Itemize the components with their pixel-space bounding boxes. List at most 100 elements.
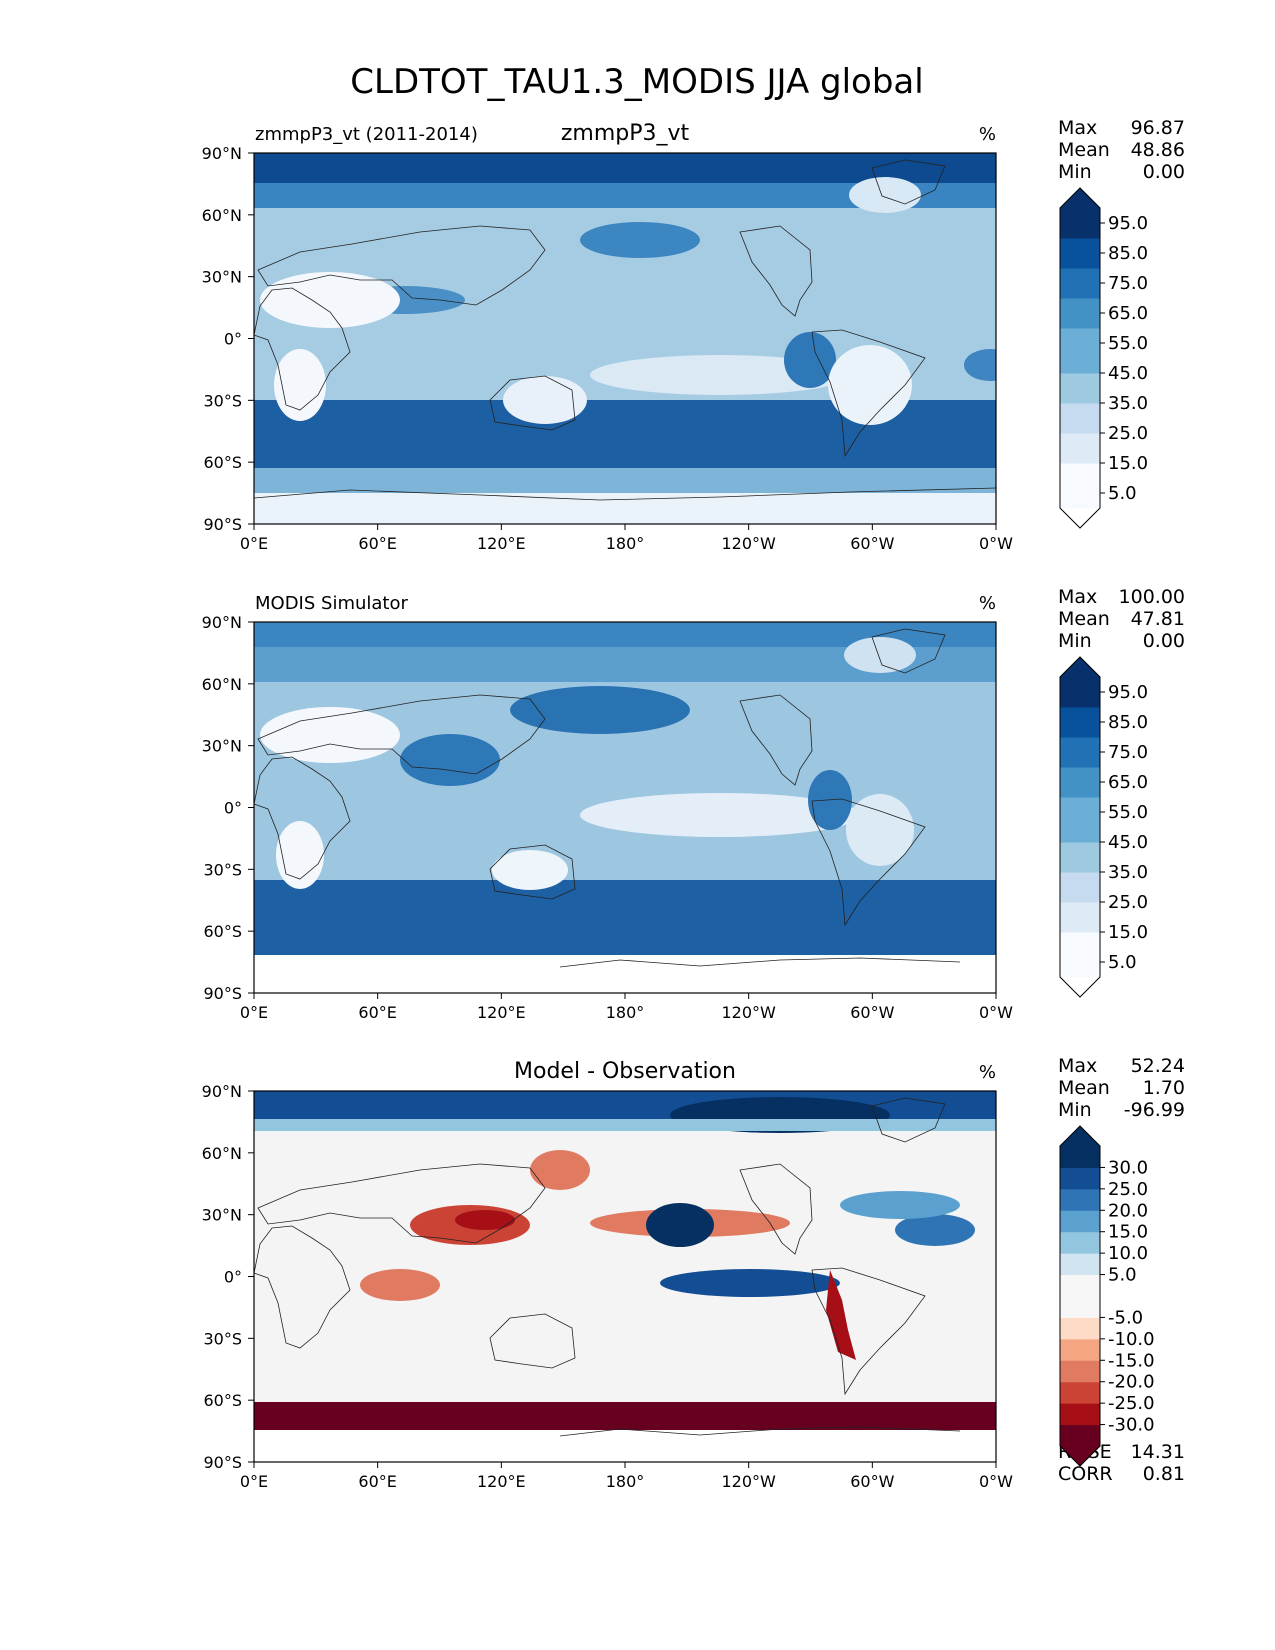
x-tick-label: 120°E xyxy=(477,1003,526,1022)
colorbar-band xyxy=(1060,373,1100,389)
x-tick-label: 60°E xyxy=(358,534,396,553)
x-tick-label: 120°W xyxy=(721,1003,776,1022)
colorbar-tick-label: 95.0 xyxy=(1108,213,1148,234)
y-tick-label: 90°S xyxy=(203,515,242,534)
metric-value-corr: 0.81 xyxy=(1143,1463,1185,1485)
figure-title: CLDTOT_TAU1.3_MODIS JJA global xyxy=(350,62,923,102)
colorbar-band xyxy=(1060,388,1100,404)
stat-label-min: Min xyxy=(1058,630,1092,652)
colorbar-band xyxy=(1060,812,1100,828)
y-tick-label: 30°N xyxy=(202,268,242,287)
y-tick-label: 60°N xyxy=(202,675,242,694)
colorbar-tick-label: 95.0 xyxy=(1108,682,1148,703)
coastlines-difference xyxy=(253,1097,961,1437)
x-tick-label: 60°W xyxy=(850,1472,894,1491)
metric-value-rmse: 14.31 xyxy=(1131,1441,1185,1463)
colorbar-under-extension xyxy=(1060,977,1100,997)
colorbar-under-extension xyxy=(1060,1446,1100,1466)
x-tick-label: 120°W xyxy=(721,534,776,553)
panel-difference: 0°E 60°E 120°E 180° 120°W 60°W 0°W 90°N 60°N 30°… xyxy=(202,1055,1185,1491)
colorbar-band xyxy=(1060,448,1100,464)
stat-value-max: 96.87 xyxy=(1131,117,1185,139)
colorbar-tick-label: -30.0 xyxy=(1108,1415,1155,1436)
stat-value-min: 0.00 xyxy=(1143,630,1185,652)
colorbar-band xyxy=(1060,223,1100,239)
colorbar-band xyxy=(1060,842,1100,858)
stats-block: Max 100.00 Mean 47.81 Min 0.00 xyxy=(1058,586,1185,652)
stat-value-max: 52.24 xyxy=(1131,1055,1185,1077)
colorbar: 5.0 15.0 25.0 35.0 45.0 55.0 65.0 75.0 85.0 95.0 xyxy=(1059,656,1148,998)
y-tick-label: 60°S xyxy=(203,453,242,472)
colorbar-band xyxy=(1060,493,1100,509)
colorbar-band xyxy=(1060,737,1100,753)
colorbar-band xyxy=(1060,358,1100,374)
colorbar-tick-label: 5.0 xyxy=(1108,1265,1137,1286)
colorbar-tick-label: 25.0 xyxy=(1108,892,1148,913)
colorbar-band xyxy=(1060,1403,1100,1426)
stat-value-min: 0.00 xyxy=(1143,161,1185,183)
stat-label-max: Max xyxy=(1058,117,1097,139)
coastlines-reference xyxy=(253,628,961,968)
colorbar-band xyxy=(1060,932,1100,948)
stats-block: Max 96.87 Mean 48.86 Min 0.00 xyxy=(1058,117,1185,183)
x-tick-label: 0°W xyxy=(979,1472,1013,1491)
colorbar-tick-label: 55.0 xyxy=(1108,333,1148,354)
y-tick-label: 60°S xyxy=(203,922,242,941)
y-tick-label: 60°N xyxy=(202,206,242,225)
x-tick-label: 0°W xyxy=(979,1003,1013,1022)
colorbar-band xyxy=(1060,962,1100,978)
colorbar-band xyxy=(1060,782,1100,798)
stat-label-mean: Mean xyxy=(1058,1077,1110,1099)
colorbar-tick-label: 15.0 xyxy=(1108,922,1148,943)
colorbar-band xyxy=(1060,752,1100,768)
colorbar-tick-label: 15.0 xyxy=(1108,1222,1148,1243)
colorbar-band xyxy=(1060,433,1100,449)
metric-label-corr: CORR xyxy=(1058,1463,1113,1485)
colorbar-tick-label: 85.0 xyxy=(1108,243,1148,264)
colorbar: 5.0 15.0 25.0 35.0 45.0 55.0 65.0 75.0 85.0 95.0 xyxy=(1059,187,1148,529)
colorbar-tick-label: 85.0 xyxy=(1108,712,1148,733)
colorbar-band xyxy=(1060,1381,1100,1404)
x-tick-label: 60°W xyxy=(850,534,894,553)
y-tick-label: 90°S xyxy=(203,1453,242,1472)
y-tick-label: 0° xyxy=(224,1268,242,1287)
stat-value-max: 100.00 xyxy=(1119,586,1185,608)
colorbar-band xyxy=(1060,1317,1100,1340)
colorbar-band xyxy=(1060,1146,1100,1168)
map-test xyxy=(254,153,996,524)
y-tick-label: 0° xyxy=(224,799,242,818)
colorbar-band xyxy=(1060,857,1100,873)
colorbar-band xyxy=(1060,418,1100,434)
x-tick-label: 60°E xyxy=(358,1472,396,1491)
colorbar-tick-label: 75.0 xyxy=(1108,742,1148,763)
colorbar-band xyxy=(1060,887,1100,903)
panel-title: Model - Observation xyxy=(514,1059,736,1084)
x-tick-label: 0°W xyxy=(979,534,1013,553)
colorbar-tick-label: 25.0 xyxy=(1108,1179,1148,1200)
panel-left-label: zmmpP3_vt (2011-2014) xyxy=(255,124,478,145)
x-tick-label: 180° xyxy=(606,1472,645,1491)
colorbar-tick-label: -10.0 xyxy=(1108,1329,1155,1350)
colorbar: -30.0-25.0-20.0-15.0-10.0-5.0 5.010.015.0… xyxy=(1059,1125,1155,1467)
colorbar-over-extension xyxy=(1060,657,1100,677)
stat-label-max: Max xyxy=(1058,1055,1097,1077)
colorbar-band xyxy=(1060,872,1100,888)
y-tick-label: 60°N xyxy=(202,1144,242,1163)
colorbar-band xyxy=(1060,343,1100,359)
coastlines-test xyxy=(253,159,997,501)
x-tick-label: 60°E xyxy=(358,1003,396,1022)
stat-label-mean: Mean xyxy=(1058,608,1110,630)
colorbar-band xyxy=(1060,478,1100,494)
y-tick-label: 30°N xyxy=(202,737,242,756)
panel-units: % xyxy=(979,593,996,614)
y-tick-label: 30°S xyxy=(203,391,242,410)
colorbar-band xyxy=(1060,208,1100,224)
x-tick-label: 0°E xyxy=(240,534,268,553)
colorbar-tick-label: 35.0 xyxy=(1108,862,1148,883)
colorbar-tick-label: 5.0 xyxy=(1108,483,1137,504)
colorbar-tick-label: 20.0 xyxy=(1108,1200,1148,1221)
colorbar-band xyxy=(1060,328,1100,344)
colorbar-tick-label: -25.0 xyxy=(1108,1393,1155,1414)
colorbar-band xyxy=(1060,313,1100,329)
colorbar-band xyxy=(1060,677,1100,693)
